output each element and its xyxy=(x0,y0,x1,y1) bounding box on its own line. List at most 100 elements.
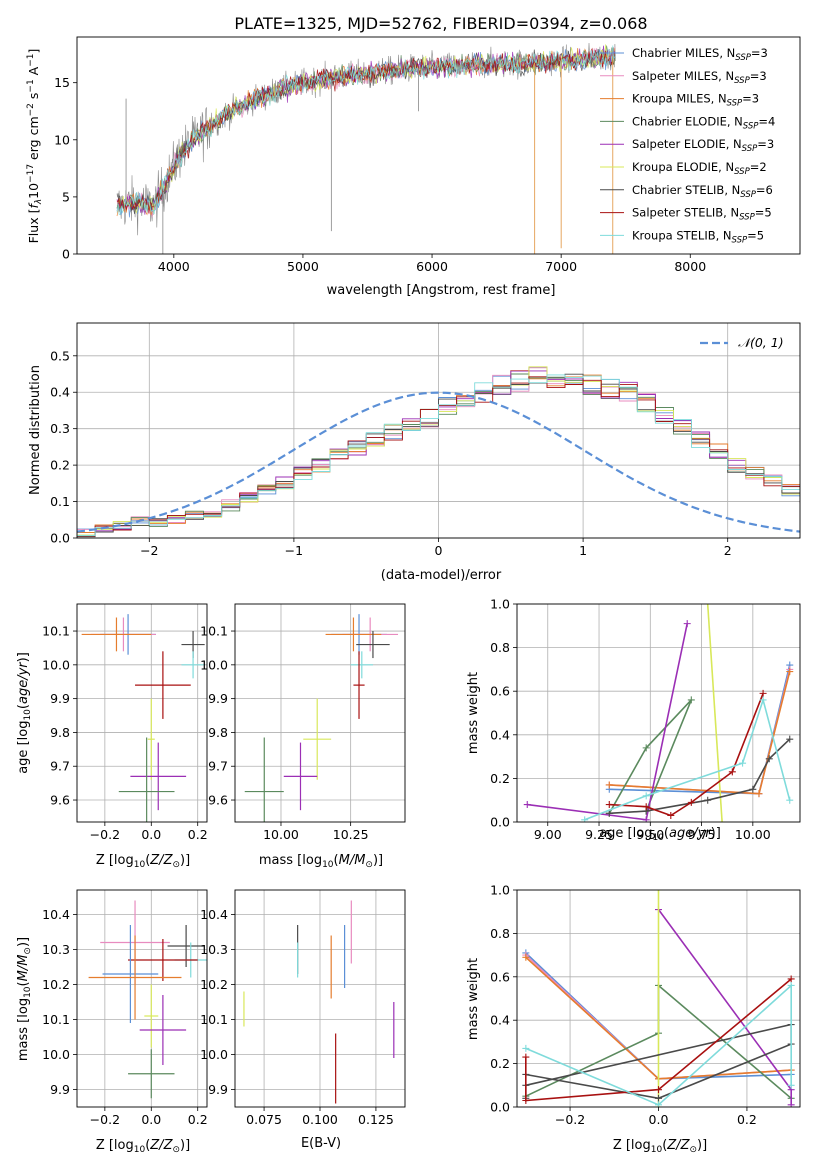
mass-vs-z-ytick-label: 10.2 xyxy=(42,977,70,992)
spectrum-xlabel: wavelength [Angstrom, rest frame] xyxy=(327,283,556,298)
age-z-ylabel: age [log10(age/yr)] xyxy=(16,652,33,774)
series-point-marker xyxy=(683,620,691,628)
series-point-marker xyxy=(687,798,695,806)
massweight-vs-age-ytick-label: 1.0 xyxy=(490,597,510,612)
residuals-panel: −2 −1 0 1 2 0.0 0.1 0.2 0.3 0.4 0.5 𝒩(0, 1) xyxy=(50,322,801,558)
mass-vs-z-xtick-label: 0.2 xyxy=(188,1112,208,1127)
residuals-ytick-label: 0.3 xyxy=(50,421,70,436)
series-point-marker xyxy=(755,790,763,798)
age-vs-mass-points xyxy=(244,614,399,822)
age-vs-mass-frame xyxy=(234,603,406,823)
massweight-vs-z-ytick-label: 0.2 xyxy=(490,1056,510,1071)
series-line-kroupa-stelib xyxy=(525,983,793,1106)
series-point-marker xyxy=(642,803,650,811)
massweight-z-xlabel: Z [log10(Z/Z⊙)] xyxy=(613,1138,707,1155)
age-vs-z-xtick-label: 0.2 xyxy=(188,827,208,842)
spectrum-xtick-label: 8000 xyxy=(674,259,706,274)
spectrum-ytick-label: 0 xyxy=(62,247,70,262)
massweight-vs-z-frame xyxy=(516,889,801,1108)
mass-vs-ebv-ytick-label: 10.2 xyxy=(200,977,228,992)
mass-vs-ebv-xtick-label: 0.075 xyxy=(246,1112,282,1127)
residuals-ytick-label: 0.1 xyxy=(50,494,70,509)
mass-vs-z-xtick-label: −0.2 xyxy=(90,1112,120,1127)
age-z-xlabel: Z [log10(Z/Z⊙)] xyxy=(96,853,190,870)
series-point-marker xyxy=(786,796,794,804)
residuals-xtick-label: 1 xyxy=(579,543,587,558)
series-point-marker xyxy=(522,1096,530,1104)
mass-vs-z-frame xyxy=(76,889,208,1108)
spectrum-xtick-label: 6000 xyxy=(416,259,448,274)
age-vs-z-xtick-label: 0.0 xyxy=(141,827,161,842)
spectrum-legend: Chabrier MILES, NSSP=3 Salpeter MILES, NS… xyxy=(600,46,775,245)
series-line-salpeter-stelib xyxy=(524,978,792,1102)
mass-vs-z-ytick-label: 10.4 xyxy=(42,907,70,922)
massweight-vs-age-xtick-label: 9.50 xyxy=(636,827,664,842)
legend-label: Kroupa ELODIE, NSSP=2 xyxy=(632,160,767,177)
massweight-vs-age-ytick-label: 0.0 xyxy=(490,815,510,830)
series-point-marker xyxy=(605,801,613,809)
spectrum-ytick-label: 5 xyxy=(62,189,70,204)
residuals-ytick-label: 0.5 xyxy=(50,348,70,363)
series-point-marker xyxy=(581,816,589,822)
age-vs-mass-ytick-label: 10.1 xyxy=(200,624,228,639)
series-point-marker xyxy=(786,668,794,676)
series-point-marker xyxy=(655,1094,662,1102)
age-vs-mass-ytick-label: 9.7 xyxy=(208,759,228,774)
series-point-marker xyxy=(605,781,613,789)
massweight-vs-age-xtick-label: 9.25 xyxy=(585,827,613,842)
residuals-frame xyxy=(76,322,801,539)
legend-label: Salpeter STELIB, NSSP=5 xyxy=(632,206,772,223)
mass-vs-ebv-frame xyxy=(234,889,406,1108)
series-point-marker xyxy=(704,796,712,804)
age-vs-z-xtick-label: −0.2 xyxy=(90,827,120,842)
residuals-ytick-label: 0.2 xyxy=(50,458,70,473)
age-vs-z-ytick-label: 9.9 xyxy=(50,691,70,706)
residuals-xtick-label: 0 xyxy=(435,543,443,558)
residuals-ylabel: Normed distribution xyxy=(28,365,43,495)
massweight-vs-z-lines xyxy=(522,890,795,1107)
massweight-vs-age-xtick-label: 10.00 xyxy=(735,827,771,842)
age-vs-z-points xyxy=(81,614,205,822)
series-point-marker xyxy=(687,696,695,704)
legend-label: 𝒩(0, 1) xyxy=(738,335,784,350)
series-point-marker xyxy=(522,953,530,961)
massweight-vs-age-ytick-label: 0.8 xyxy=(490,640,510,655)
age-vs-mass-panel: 10.00 10.25 9.6 9.7 9.8 9.9 10.0 10.1 xyxy=(200,603,406,842)
massweight-vs-age-lines xyxy=(523,604,794,822)
residuals-xtick-label: 2 xyxy=(724,543,732,558)
ebv-xlabel: E(B-V) xyxy=(301,1136,341,1151)
massweight-vs-age-ytick-label: 0.2 xyxy=(490,771,510,786)
series-point-marker xyxy=(787,1081,795,1089)
massweight-vs-z-xtick-label: −0.2 xyxy=(555,1112,585,1127)
spectrum-xtick-label: 7000 xyxy=(545,259,577,274)
mass-vs-ebv-ytick-label: 10.1 xyxy=(200,1012,228,1027)
mass-vs-z-panel: −0.2 0.0 0.2 9.9 10.0 10.1 10.2 10.3 10.4 xyxy=(42,889,208,1127)
mass-z-ylabel: mass [log10(M/M⊙)] xyxy=(16,937,33,1061)
massweight-age-ylabel: mass weight xyxy=(466,672,481,754)
massweight-vs-z-ytick-label: 0.8 xyxy=(490,926,510,941)
age-vs-z-frame xyxy=(76,603,208,823)
massweight-age-xlabel: age [log10(age/yr)] xyxy=(599,826,721,843)
series-point-marker xyxy=(655,890,662,894)
age-vs-z-panel: −0.2 0.0 0.2 9.6 9.7 9.8 9.9 10.0 10.1 xyxy=(42,603,208,842)
residual-histograms xyxy=(77,366,800,538)
mass-vs-ebv-ytick-label: 10.4 xyxy=(200,907,228,922)
legend-label: Chabrier ELODIE, NSSP=4 xyxy=(632,114,775,131)
spectrum-xtick-label: 4000 xyxy=(158,259,190,274)
massweight-z-ylabel: mass weight xyxy=(466,958,481,1040)
mass-vs-z-ytick-label: 9.9 xyxy=(50,1082,70,1097)
series-point-marker xyxy=(642,816,650,822)
age-vs-mass-ytick-label: 10.0 xyxy=(200,657,228,672)
spectrum-ytick-label: 15 xyxy=(54,75,70,90)
residuals-xtick-label: −1 xyxy=(285,543,303,558)
normal-curve-line xyxy=(77,391,800,533)
series-point-marker xyxy=(759,696,767,704)
series-point-marker xyxy=(704,604,712,608)
series-line-chabrier-stelib xyxy=(609,738,791,815)
spectrum-ylabel: Flux [fλ10−17 erg cm−2 s−1 A−1] xyxy=(26,49,44,244)
legend-label: Salpeter ELODIE, NSSP=3 xyxy=(632,137,774,154)
massweight-vs-age-ytick-label: 0.4 xyxy=(490,727,510,742)
mass-vs-ebv-ytick-label: 10.3 xyxy=(200,942,228,957)
age-vs-z-ytick-label: 9.7 xyxy=(50,759,70,774)
